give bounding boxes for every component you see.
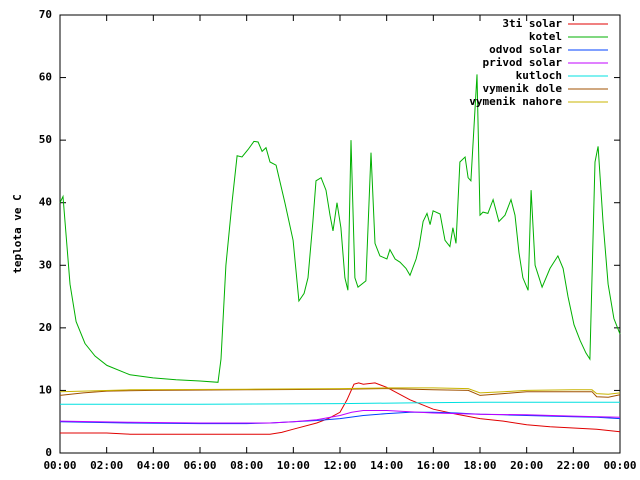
y-axis-label: teplota ve C (11, 194, 24, 273)
y-tick-label: 50 (39, 133, 52, 146)
y-tick-label: 60 (39, 71, 52, 84)
x-tick-label: 22:00 (557, 459, 590, 472)
x-tick-label: 00:00 (43, 459, 76, 472)
series-line (59, 410, 621, 424)
x-tick-label: 02:00 (90, 459, 123, 472)
x-tick-label: 14:00 (370, 459, 403, 472)
x-tick-label: 00:00 (603, 459, 636, 472)
x-tick-label: 20:00 (510, 459, 543, 472)
x-tick-label: 12:00 (323, 459, 356, 472)
x-tick-label: 10:00 (277, 459, 310, 472)
series-line (60, 401, 620, 405)
y-tick-label: 70 (39, 8, 52, 21)
y-tick-label: 0 (45, 446, 52, 459)
y-tick-label: 40 (39, 196, 52, 209)
y-tick-label: 10 (39, 383, 52, 396)
series-line (59, 74, 621, 383)
y-tick-label: 20 (39, 321, 52, 334)
series-line (60, 382, 621, 435)
x-tick-label: 18:00 (463, 459, 496, 472)
x-tick-label: 06:00 (183, 459, 216, 472)
series-line (59, 411, 621, 425)
legend-label: vymenik dole (483, 82, 563, 95)
legend-label: kotel (529, 30, 562, 43)
legend-label: 3ti solar (502, 17, 562, 30)
x-tick-label: 04:00 (137, 459, 170, 472)
series-line (59, 388, 621, 398)
x-tick-label: 08:00 (230, 459, 263, 472)
series-line (59, 387, 621, 395)
legend-label: kutloch (516, 69, 562, 82)
legend-label: odvod solar (489, 43, 562, 56)
legend-label: vymenik nahore (469, 95, 562, 108)
x-tick-label: 16:00 (417, 459, 450, 472)
y-tick-label: 30 (39, 258, 52, 271)
legend-label: privod solar (483, 56, 563, 69)
